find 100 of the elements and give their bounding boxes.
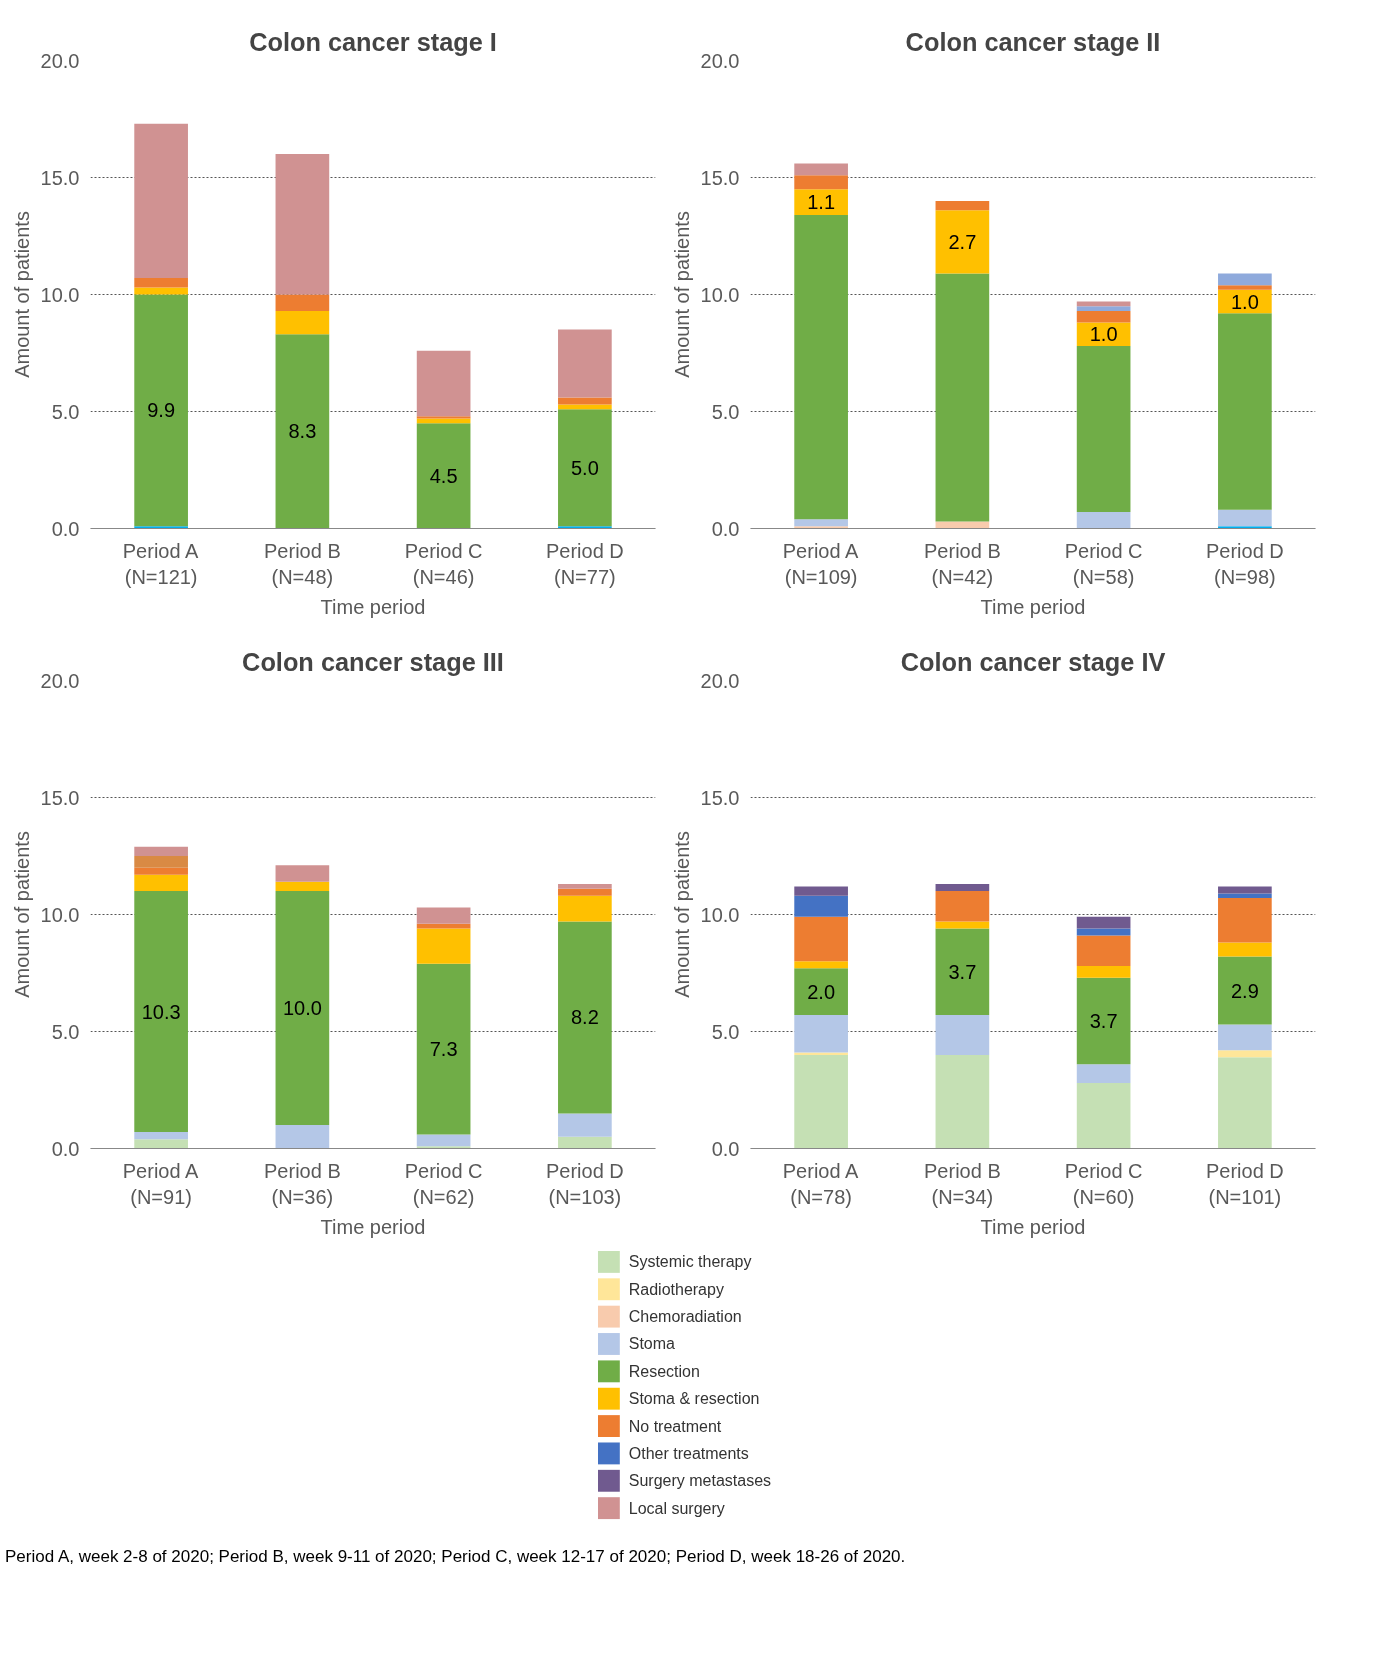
bar — [134, 874, 188, 892]
legend-label: Surgery metastases — [628, 1472, 772, 1490]
y-axis-title: Amount of patients — [10, 831, 33, 998]
bar — [275, 1125, 330, 1149]
text: Period A, week 2-8 of 2020; Period B, week 9-11 of 2020; Period C, week 12-17 of 2020; Period D, week 18-26 of 2020. — [5, 1546, 906, 1568]
data-label: 10.3 — [141, 1000, 181, 1023]
bar — [1218, 1050, 1272, 1058]
y-tick-label: 10.0 — [40, 903, 80, 926]
bar — [275, 154, 330, 295]
bar — [1218, 886, 1272, 894]
bar — [1218, 509, 1272, 527]
bar — [134, 287, 188, 295]
y-tick-label: 5.0 — [711, 1020, 740, 1043]
x-tick-label: Period B (N=42) — [924, 539, 1001, 588]
bar — [275, 334, 330, 529]
x-tick-label: Period C (N=60) — [1064, 1159, 1143, 1208]
data-label: 4.5 — [429, 464, 458, 487]
bar — [794, 895, 848, 917]
bar — [275, 891, 330, 1126]
bar — [794, 968, 848, 1016]
bar — [416, 416, 471, 419]
bar — [794, 214, 848, 520]
bar — [1076, 916, 1131, 929]
x-tick-label: Period A (N=78) — [782, 1159, 860, 1208]
x-tick-label: Period C (N=62) — [404, 1159, 483, 1208]
bar — [794, 175, 848, 190]
bar — [1076, 310, 1131, 323]
legend-label: Resection — [628, 1362, 700, 1380]
bar — [416, 907, 471, 924]
bar — [1218, 898, 1272, 943]
y-tick-label: 10.0 — [40, 283, 80, 306]
bar — [1218, 313, 1272, 510]
y-tick-label: 0.0 — [51, 517, 80, 540]
y-tick-label: 15.0 — [40, 166, 80, 189]
bar — [935, 1015, 990, 1055]
bar — [558, 884, 612, 889]
data-label: 2.0 — [807, 980, 836, 1003]
data-label: 3.7 — [948, 960, 977, 983]
y-tick-label: 15.0 — [700, 166, 740, 189]
legend-label: Stoma & resection — [628, 1390, 760, 1408]
bar — [1076, 1082, 1131, 1149]
chart-title: Colon cancer stage IV — [900, 647, 1166, 676]
x-tick-label: Period D (N=77) — [545, 539, 624, 588]
bar — [794, 886, 848, 896]
bar — [134, 123, 188, 279]
bar — [1076, 928, 1131, 936]
x-tick-label: Period B (N=34) — [924, 1159, 1001, 1208]
x-tick-label: Period C (N=58) — [1064, 539, 1143, 588]
bar — [1218, 893, 1272, 899]
bar — [416, 350, 471, 417]
bar — [1076, 512, 1131, 529]
y-tick-label: 5.0 — [51, 400, 80, 423]
y-tick-label: 20.0 — [40, 669, 80, 692]
bar — [1076, 935, 1131, 966]
bar — [1076, 965, 1131, 978]
y-axis-title: Amount of patients — [10, 211, 33, 378]
bar — [1218, 273, 1272, 286]
bar — [794, 1054, 848, 1149]
bar — [275, 865, 330, 882]
bar — [794, 916, 848, 962]
chart-title: Colon cancer stage III — [242, 647, 504, 676]
y-tick-label: 20.0 — [40, 49, 80, 72]
bar — [1218, 285, 1272, 290]
bar — [935, 891, 990, 922]
y-tick-label: 20.0 — [700, 669, 740, 692]
bar — [935, 1054, 990, 1149]
bar — [134, 891, 188, 1133]
bar — [1218, 1057, 1272, 1149]
bar — [794, 163, 848, 176]
x-tick-label: Period B (N=36) — [264, 1159, 341, 1208]
bar — [134, 856, 188, 868]
bar — [275, 310, 330, 335]
bar — [935, 928, 990, 1016]
y-tick-label: 10.0 — [700, 283, 740, 306]
bar — [558, 329, 612, 398]
y-tick-label: 5.0 — [711, 400, 740, 423]
y-axis-title: Amount of patients — [670, 211, 693, 378]
data-label: 2.7 — [948, 230, 977, 253]
bar — [558, 895, 612, 922]
y-axis-title: Amount of patients — [670, 831, 693, 998]
data-label: 7.3 — [429, 1038, 458, 1061]
bar — [558, 921, 612, 1114]
bar — [134, 867, 188, 875]
bar — [558, 409, 612, 527]
bar — [1218, 956, 1272, 1025]
bar — [1218, 942, 1272, 957]
data-label: 1.0 — [1089, 323, 1118, 346]
data-label: 1.0 — [1230, 290, 1259, 313]
bar — [134, 1132, 188, 1140]
data-label: 3.7 — [1089, 1009, 1118, 1032]
y-tick-label: 15.0 — [40, 786, 80, 809]
bar — [935, 210, 990, 274]
chart-title: Colon cancer stage I — [249, 27, 497, 56]
bar — [1076, 345, 1131, 513]
x-axis-title: Time period — [980, 595, 1086, 618]
bar — [794, 961, 848, 969]
data-label: 2.9 — [1230, 979, 1259, 1002]
bar — [416, 423, 471, 529]
bar — [416, 1134, 471, 1147]
y-tick-label: 20.0 — [700, 49, 740, 72]
